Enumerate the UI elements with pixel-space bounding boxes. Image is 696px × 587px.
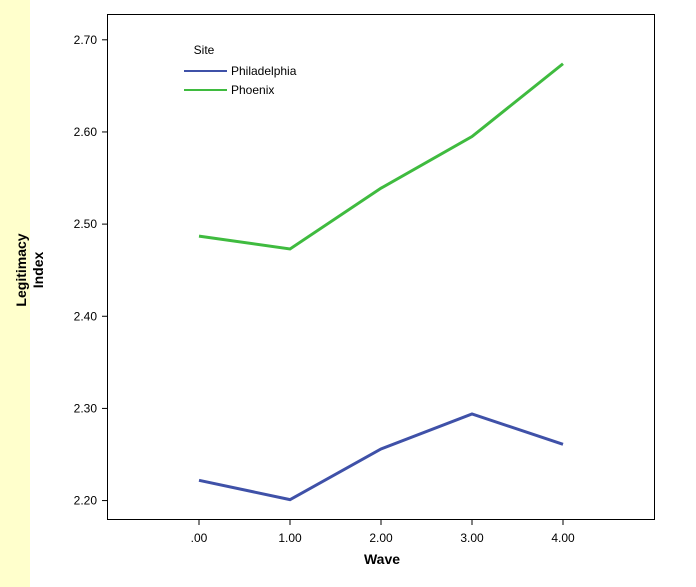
legend: Site Philadelphia Phoenix: [184, 43, 297, 97]
y-tick-label: 2.40: [74, 309, 98, 323]
series-line-phoenix: [198, 62, 564, 251]
x-axis-title: Wave: [364, 551, 400, 567]
y-tick-label: 2.50: [74, 217, 98, 231]
legend-label-philadelphia: Philadelphia: [231, 64, 297, 78]
x-axis: .00 1.00 2.00 3.00 4.00: [191, 519, 575, 545]
y-axis-title: Legitimacy Index: [13, 233, 46, 306]
y-axis-title-line-1: Legitimacy: [13, 233, 29, 306]
x-tick-label: 3.00: [460, 531, 484, 545]
x-tick-label: 4.00: [551, 531, 575, 545]
chart-panel: [30, 0, 696, 587]
y-axis: 2.20 2.30 2.40 2.50 2.60 2.70: [74, 33, 108, 508]
y-tick-label: 2.70: [74, 33, 98, 47]
series-layer: [198, 62, 564, 502]
y-tick-label: 2.60: [74, 125, 98, 139]
legend-label-phoenix: Phoenix: [231, 83, 274, 97]
series-line-philadelphia: [198, 412, 564, 502]
x-tick-label: 1.00: [278, 531, 302, 545]
y-tick-label: 2.30: [74, 401, 98, 415]
left-margin-strip: [0, 0, 30, 587]
y-tick-label: 2.20: [74, 494, 98, 508]
x-tick-label: 2.00: [369, 531, 393, 545]
x-tick-label: .00: [191, 531, 208, 545]
y-axis-title-line-2: Index: [30, 252, 46, 289]
legend-title: Site: [194, 43, 215, 57]
